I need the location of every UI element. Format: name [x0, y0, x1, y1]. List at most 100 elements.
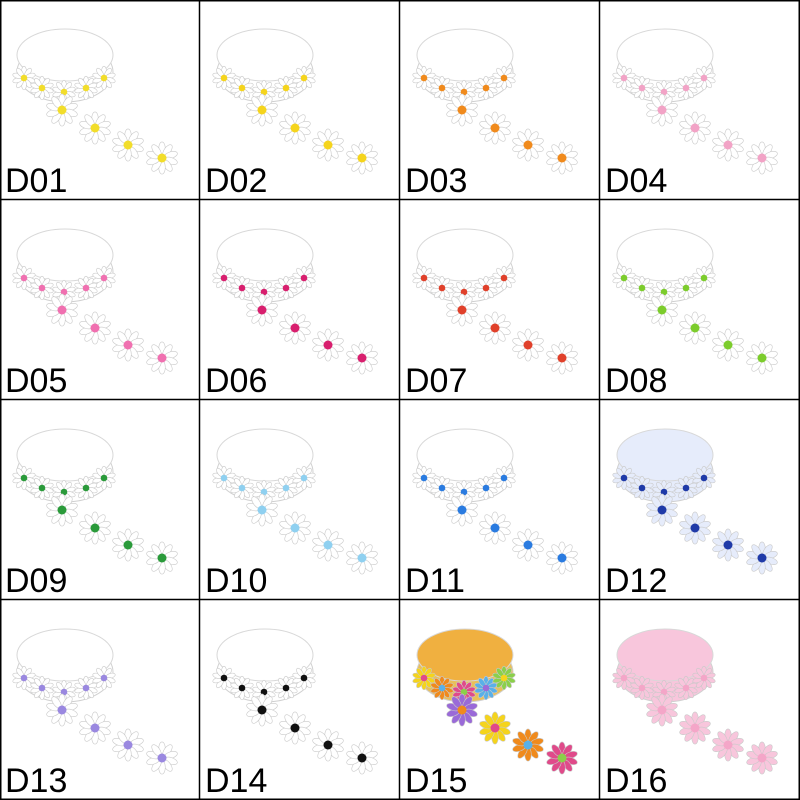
daisy	[630, 475, 654, 501]
daisy-center	[20, 674, 28, 682]
daisy	[74, 475, 98, 501]
daisy-center	[457, 505, 467, 515]
daisy-center	[257, 705, 267, 715]
daisy-center	[660, 688, 668, 696]
daisy	[646, 693, 678, 727]
daisy	[646, 93, 678, 127]
daisy-center	[438, 284, 446, 292]
daisy-center	[260, 288, 268, 296]
daisy-center	[57, 305, 67, 315]
daisy-center	[460, 288, 468, 296]
daisy-center	[157, 753, 167, 763]
daisy-center	[657, 305, 667, 315]
product-tile: D09	[5, 428, 178, 600]
daisy-center	[20, 474, 28, 482]
variant-label: D04	[605, 162, 667, 200]
variant-label: D13	[5, 762, 67, 800]
daisy-center	[457, 705, 467, 715]
daisy-center	[490, 123, 500, 133]
daisy	[512, 328, 544, 362]
daisy	[46, 493, 78, 527]
daisy	[712, 128, 744, 162]
daisy-center	[657, 505, 667, 515]
daisy	[212, 265, 236, 291]
daisy-center	[460, 688, 468, 696]
daisy	[674, 75, 698, 101]
daisy-center	[82, 84, 90, 92]
daisy	[746, 341, 778, 375]
daisy	[30, 675, 54, 701]
daisy-center	[238, 284, 246, 292]
variant-label: D15	[405, 762, 467, 800]
daisy-center	[300, 474, 308, 482]
daisy-center	[460, 88, 468, 96]
product-tile: D15	[405, 628, 578, 800]
daisy	[346, 141, 378, 175]
daisy-center	[620, 74, 628, 82]
daisy	[430, 275, 454, 301]
daisy-center	[100, 74, 108, 82]
daisy	[246, 293, 278, 327]
daisy-center	[357, 753, 367, 763]
variant-label: D09	[5, 562, 67, 600]
daisy	[512, 128, 544, 162]
variant-label: D02	[205, 162, 267, 200]
daisy-center	[482, 84, 490, 92]
daisy-center	[123, 340, 133, 350]
daisy	[212, 665, 236, 691]
daisy	[12, 665, 36, 691]
daisy	[30, 275, 54, 301]
daisy-center	[438, 684, 446, 692]
daisy-center	[682, 484, 690, 492]
daisy	[630, 275, 654, 301]
daisy-center	[700, 474, 708, 482]
daisy	[746, 541, 778, 575]
daisy-center	[38, 284, 46, 292]
daisy-center	[282, 284, 290, 292]
daisy-center	[500, 474, 508, 482]
daisy	[146, 341, 178, 375]
daisy	[46, 693, 78, 727]
daisy-center	[357, 353, 367, 363]
daisy	[274, 475, 298, 501]
daisy-center	[690, 323, 700, 333]
daisy-center	[290, 123, 300, 133]
variant-label: D01	[5, 162, 67, 200]
daisy-center	[620, 674, 628, 682]
daisy-center	[260, 688, 268, 696]
daisy	[646, 493, 678, 527]
variant-label: D06	[205, 362, 267, 400]
daisy-center	[323, 140, 333, 150]
daisy	[79, 511, 111, 545]
product-tile: D05	[5, 228, 178, 400]
daisy	[346, 541, 378, 575]
daisy	[612, 65, 636, 91]
daisy-center	[523, 140, 533, 150]
daisy	[212, 465, 236, 491]
daisy	[546, 541, 578, 575]
daisy-center	[500, 674, 508, 682]
daisy	[630, 675, 654, 701]
daisy-center	[290, 323, 300, 333]
daisy-center	[757, 553, 767, 563]
daisy	[112, 328, 144, 362]
daisy-center	[700, 74, 708, 82]
daisy	[112, 528, 144, 562]
daisy	[412, 265, 436, 291]
daisy	[12, 65, 36, 91]
daisy-center	[638, 684, 646, 692]
daisy-center	[60, 288, 68, 296]
variant-label: D12	[605, 562, 667, 600]
daisy	[279, 311, 311, 345]
product-tile: D07	[405, 228, 578, 400]
daisy	[430, 475, 454, 501]
daisy-center	[82, 684, 90, 692]
daisy-center	[123, 740, 133, 750]
daisy-center	[38, 684, 46, 692]
daisy	[79, 711, 111, 745]
daisy	[292, 65, 316, 91]
daisy	[230, 675, 254, 701]
daisy-center	[690, 523, 700, 533]
daisy	[692, 665, 716, 691]
daisy-center	[638, 284, 646, 292]
